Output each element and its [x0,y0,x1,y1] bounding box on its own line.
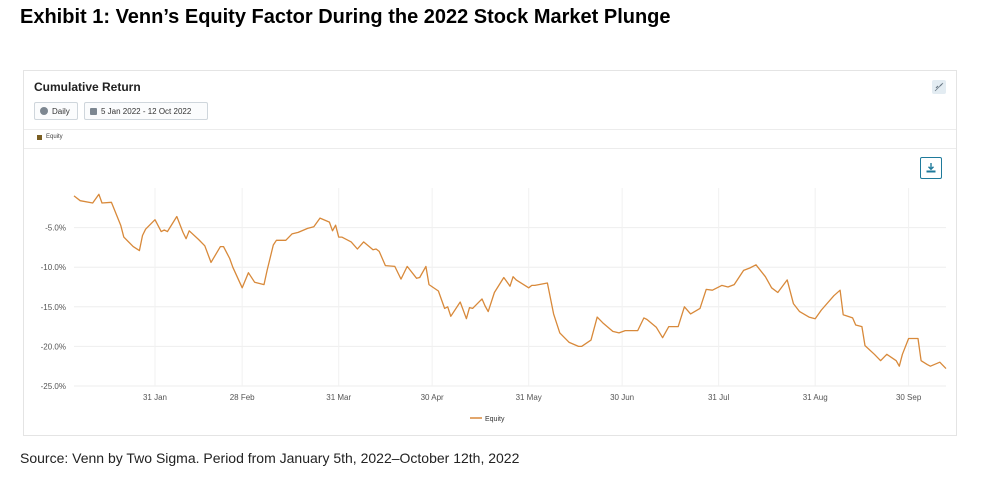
legend-top: Equity [37,134,63,140]
legend-top-label: Equity [46,134,63,140]
x-tick-label: 30 Apr [421,393,444,402]
y-tick-label: -5.0% [45,224,66,233]
frequency-label: Daily [52,106,70,116]
legend-bottom-label: Equity [485,416,505,423]
panel-title: Cumulative Return [34,80,141,94]
y-tick-label: -25.0% [41,382,66,391]
y-tick-label: -10.0% [41,263,66,272]
exhibit-title: Exhibit 1: Venn’s Equity Factor During t… [20,6,671,28]
x-tick-label: 30 Jun [610,393,634,402]
frequency-select[interactable]: Daily [34,102,78,120]
x-tick-label: 28 Feb [230,393,255,402]
legend-swatch [37,134,42,140]
calendar-icon [90,107,97,115]
download-button[interactable] [920,157,942,179]
divider [24,148,956,149]
series-line-equity [73,193,947,370]
download-icon [926,163,936,173]
source-note: Source: Venn by Two Sigma. Period from J… [20,450,520,466]
unlink-button[interactable] [932,80,946,94]
y-tick-label: -15.0% [41,303,66,312]
divider [24,129,956,130]
unlink-icon [934,82,944,92]
x-tick-label: 31 May [516,393,542,402]
x-tick-label: 31 Jan [143,393,167,402]
cumulative-return-chart: -5.0% -10.0% -15.0% -20.0% -25.0% 31 Jan 28 Fe… [41,188,947,423]
chart-panel: Cumulative Return Daily 5 Jan 2022 - 12 … [23,70,957,436]
x-tick-label: 31 Jul [708,393,730,402]
date-range-label: 5 Jan 2022 - 12 Oct 2022 [101,106,192,116]
date-range-picker[interactable]: 5 Jan 2022 - 12 Oct 2022 [84,102,208,120]
clock-icon [40,107,48,115]
y-tick-label: -20.0% [41,342,66,351]
x-tick-label: 31 Aug [803,393,828,402]
x-tick-label: 30 Sep [896,393,922,402]
x-tick-label: 31 Mar [326,393,351,402]
